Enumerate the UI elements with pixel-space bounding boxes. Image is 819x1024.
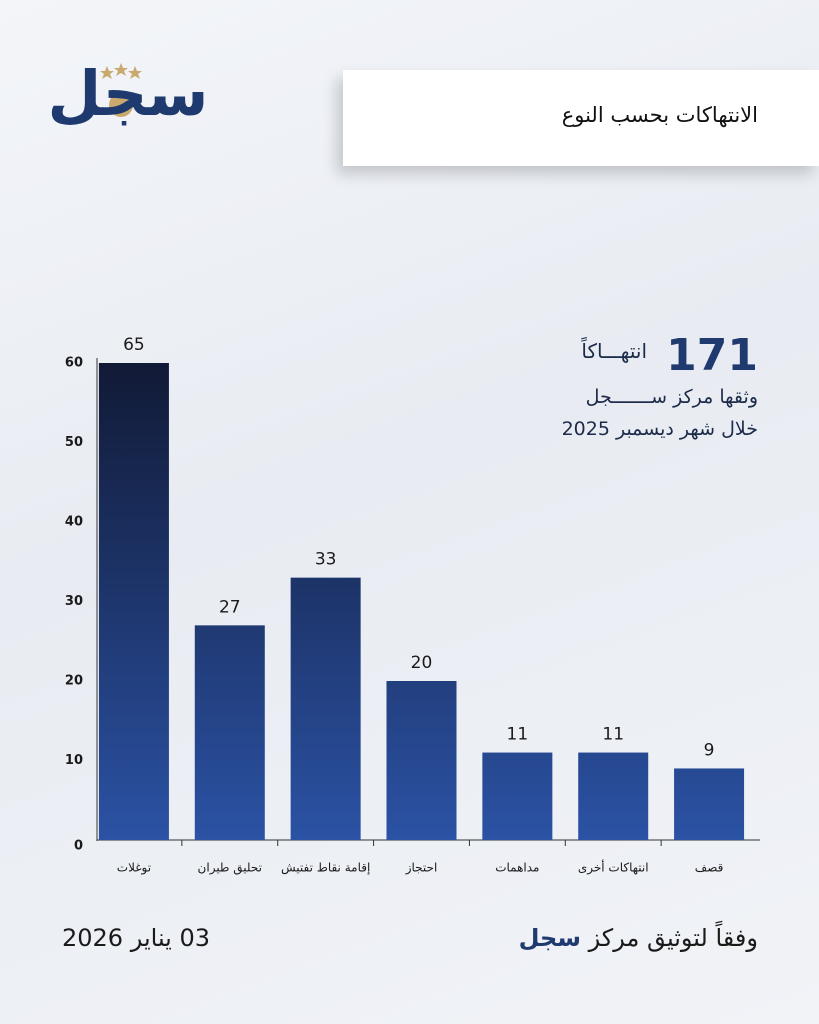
- stat-line: 171 انتهـــاكاً: [581, 330, 758, 381]
- title-banner: [343, 70, 819, 166]
- value-label: 11: [602, 725, 624, 745]
- stat-unit: انتهـــاكاً: [581, 339, 648, 363]
- value-label: 27: [219, 597, 241, 617]
- bar: [194, 625, 265, 840]
- date: 03 يناير 2026: [62, 924, 211, 952]
- bar: [578, 752, 649, 840]
- logo-star: [128, 66, 142, 79]
- value-label: 11: [507, 725, 529, 745]
- value-label: 33: [315, 550, 337, 570]
- y-tick-label: 30: [65, 594, 83, 609]
- logo-dot: [109, 93, 133, 117]
- logo: سجل: [48, 57, 209, 130]
- source: وفقاً لتوثيق مركز سجل: [519, 924, 758, 952]
- bar: [386, 681, 457, 840]
- x-tick-label: قصف: [695, 861, 724, 875]
- stat-total: 171: [666, 330, 758, 381]
- logo-star: [100, 66, 114, 79]
- source-name: سجل: [518, 924, 581, 952]
- y-tick-label: 10: [65, 753, 83, 768]
- logo-star: [114, 63, 128, 76]
- x-tick-label: مداهمات: [495, 861, 539, 875]
- x-tick-label: إقامة نقاط تفتيش: [281, 861, 370, 876]
- y-tick-label: 60: [65, 356, 83, 371]
- value-label: 9: [704, 740, 715, 760]
- value-label: 65: [123, 335, 145, 355]
- source-prefix: وفقاً لتوثيق مركز: [588, 924, 758, 952]
- stat-text: وثقها مركز ســـــــجل: [585, 386, 758, 408]
- y-tick-label: 50: [65, 435, 83, 450]
- stat-text: خلال شهر ديسمبر 2025: [561, 418, 758, 440]
- chart-title: الانتهاكات بحسب النوع: [561, 103, 758, 127]
- bar: [290, 577, 361, 840]
- y-tick-label: 0: [74, 839, 83, 854]
- y-tick-label: 40: [65, 515, 83, 530]
- value-label: 20: [411, 653, 433, 673]
- bar: [98, 363, 169, 840]
- x-tick-label: انتهاكات أخرى: [578, 860, 649, 876]
- bar: [482, 752, 553, 840]
- y-tick-label: 20: [65, 674, 83, 689]
- logo-text: سجل: [48, 57, 209, 130]
- x-tick-label: تحليق طيران: [198, 861, 262, 876]
- bar: [674, 768, 745, 840]
- x-tick-label: احتجاز: [405, 861, 438, 876]
- bars: [98, 363, 745, 840]
- x-tick-label: توغلات: [117, 861, 151, 876]
